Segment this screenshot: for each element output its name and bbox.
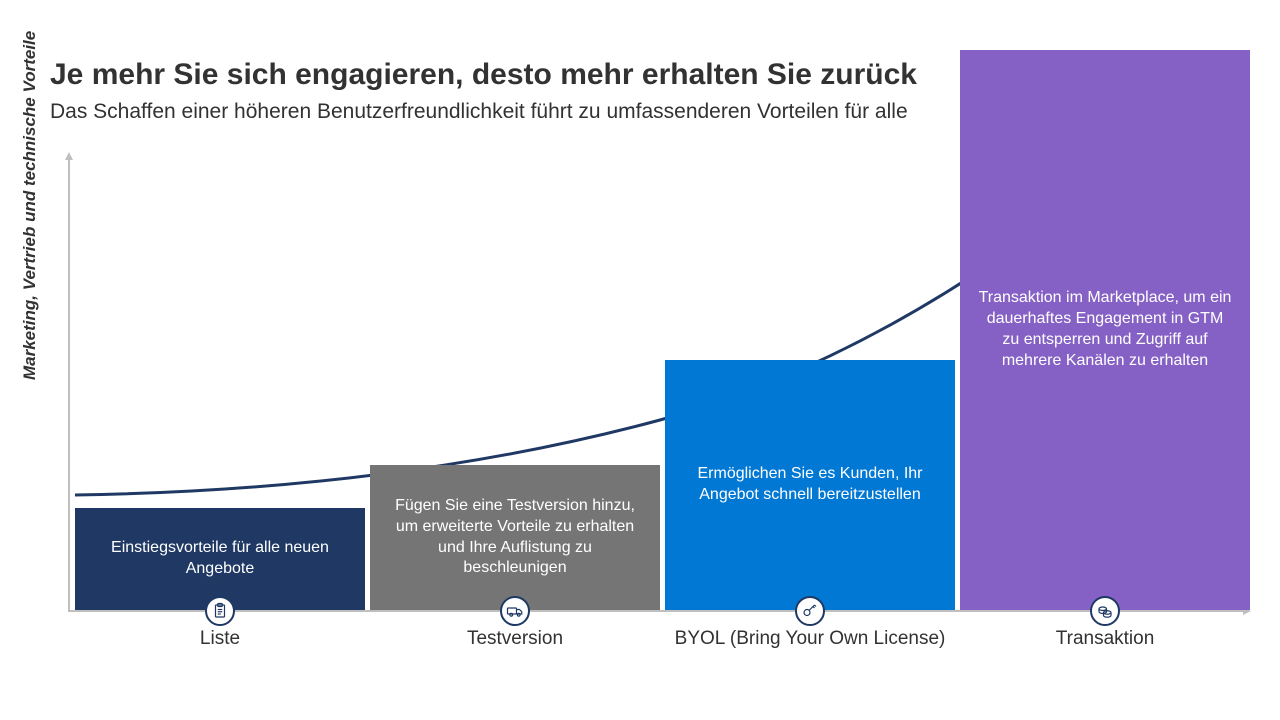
bar-byol: Ermöglichen Sie es Kunden, Ihr Angebot s…: [665, 360, 955, 610]
bar-text-testversion: Fügen Sie eine Testversion hinzu, um erw…: [388, 496, 642, 579]
bar-text-liste: Einstiegsvorteile für alle neuen Angebot…: [93, 538, 347, 580]
clipboard-icon: [205, 596, 235, 626]
bar-transaktion: Transaktion im Marketplace, um ein dauer…: [960, 50, 1250, 610]
key-icon: [795, 596, 825, 626]
page-subtitle: Das Schaffen einer höheren Benutzerfreun…: [50, 100, 908, 124]
truck-icon: [500, 596, 530, 626]
page-title: Je mehr Sie sich engagieren, desto mehr …: [50, 58, 917, 92]
bar-label-byol: BYOL (Bring Your Own License): [665, 628, 955, 651]
bar-text-transaktion: Transaktion im Marketplace, um ein dauer…: [978, 288, 1232, 371]
bar-liste: Einstiegsvorteile für alle neuen Angebot…: [75, 508, 365, 610]
y-axis-label: Marketing, Vertrieb und technische Vorte…: [20, 31, 40, 380]
coins-icon: [1090, 596, 1120, 626]
bar-label-testversion: Testversion: [370, 628, 660, 651]
bar-text-byol: Ermöglichen Sie es Kunden, Ihr Angebot s…: [683, 464, 937, 506]
bar-label-liste: Liste: [75, 628, 365, 651]
bar-testversion: Fügen Sie eine Testversion hinzu, um erw…: [370, 465, 660, 610]
benefits-chart: Einstiegsvorteile für alle neuen Angebot…: [50, 150, 1260, 660]
bar-label-transaktion: Transaktion: [960, 628, 1250, 651]
